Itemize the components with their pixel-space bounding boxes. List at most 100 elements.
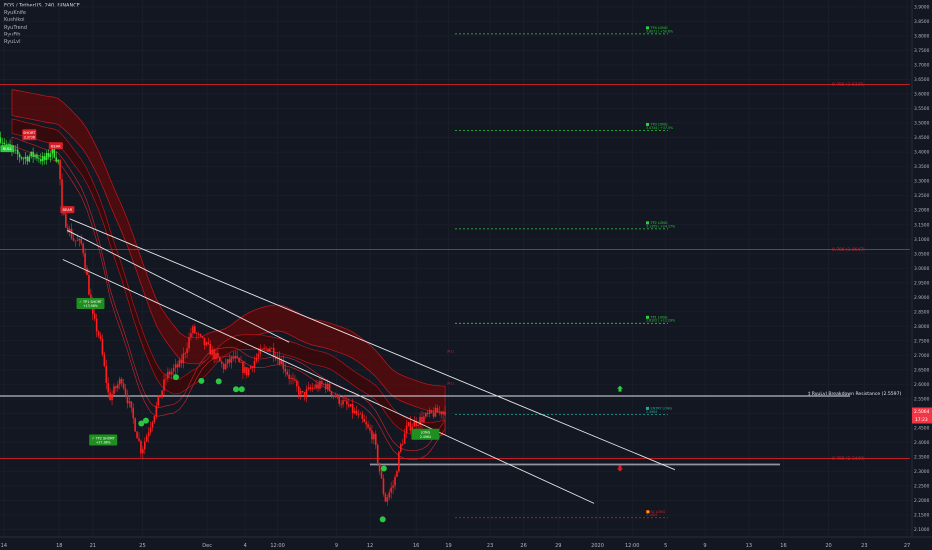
candle-body (294, 379, 296, 381)
candle-body (284, 368, 287, 372)
candle-body (88, 275, 90, 295)
time-axis[interactable]: 14 18 21 25 Dec 4 12:00 9 12 16 19 23 26 29 2020 12:00 5… (0, 536, 932, 549)
candle-body (47, 152, 50, 158)
candle-body (401, 443, 404, 445)
candle-body (59, 159, 61, 180)
candle-body (346, 400, 348, 405)
buy-dot (172, 374, 179, 381)
price-tick-label: 2.7500 (914, 338, 930, 344)
candle-body (369, 427, 371, 431)
trend-lines (62, 218, 676, 504)
candle-body (84, 253, 86, 269)
candle-body (194, 326, 196, 334)
candle-body (219, 357, 221, 362)
candle-body (398, 451, 400, 472)
candle-body (15, 149, 17, 151)
candle-body (78, 238, 81, 241)
time-tick-label: 16 (780, 543, 786, 549)
candle-body (66, 227, 69, 233)
candle-body (247, 368, 250, 376)
candle-body (286, 371, 289, 375)
candle-body (321, 381, 323, 385)
candle-body (117, 384, 119, 389)
candle-body (244, 367, 246, 374)
candle-body (142, 449, 144, 454)
candle-body (405, 425, 408, 434)
buy-dot (238, 386, 245, 393)
candle-body (274, 356, 277, 359)
candle-body (180, 360, 183, 364)
candle-body (442, 411, 444, 415)
signal-text: BEAR (63, 208, 73, 212)
candle-body (272, 348, 275, 357)
candles (0, 131, 446, 506)
ribbon-end-label: (R1) (447, 381, 454, 385)
time-tick-label: 23 (861, 543, 867, 549)
price-tick-label: 3.7000 (914, 63, 930, 69)
candle-body (330, 391, 333, 396)
candle-body (220, 361, 223, 364)
candle-body (140, 440, 142, 454)
candle-body (421, 416, 423, 423)
candle-body (120, 378, 123, 384)
candle-body (57, 159, 59, 162)
candle-body (163, 379, 165, 391)
target-label: TP3 LONG (650, 122, 668, 126)
candle-body (128, 401, 131, 404)
candle-body (444, 411, 446, 416)
buy-dot (198, 377, 205, 384)
time-tick-label: 21 (90, 543, 96, 549)
candle-body (388, 492, 391, 498)
candle-body (348, 404, 350, 407)
price-tick-label: 3.0500 (914, 251, 930, 257)
price-tick-label: 2.9500 (914, 280, 930, 286)
price-tick-label: 2.6500 (914, 367, 930, 373)
candle-body (136, 431, 138, 439)
candle-body (305, 389, 308, 398)
tp-badge-subtext: +27.38% (96, 441, 111, 445)
indicator-ryuknife[interactable]: RyuKnife (4, 10, 27, 17)
candle-body (169, 371, 171, 375)
candle-body (384, 493, 387, 502)
candle-body (228, 359, 231, 363)
candle-body (351, 404, 354, 413)
price-tick-label: 3.6000 (914, 92, 930, 98)
candle-body (311, 387, 314, 389)
candle-body (61, 179, 63, 211)
time-tick-label: 5 (664, 543, 667, 549)
signal-badge (0, 145, 15, 153)
tp-badge-subtext: +13.98% (83, 304, 98, 308)
candle-body (392, 485, 394, 488)
price-axis[interactable]: 3.9000 3.8500 3.8000 3.7500 3.7000 3.6500 3.60… (911, 0, 932, 550)
last-price-label: 2.5064 (914, 409, 930, 415)
ribbon-end-label: (R1) (447, 349, 454, 353)
candle-body (390, 487, 392, 493)
candle-body (49, 153, 52, 158)
candle-body (82, 243, 84, 254)
candle-body (226, 359, 229, 364)
candle-body (53, 145, 56, 158)
fib-levels: 0.786 (3.6325) 0.786 (3.0647) 0.786 (2.344… (0, 26, 910, 519)
candle-body (109, 392, 111, 401)
candle-body (380, 471, 383, 479)
indicator-ryufib[interactable]: RyuFib (4, 31, 21, 38)
candle-body (409, 422, 412, 431)
arrow-down-icon (617, 465, 623, 472)
candle-body (359, 413, 362, 415)
time-tick-label: 27 (904, 543, 910, 549)
target-sublabel: 2.4964 (646, 410, 657, 414)
time-tick-label: Dec (202, 543, 212, 549)
candle-body (374, 433, 377, 445)
price-tick-label: 3.8000 (914, 34, 930, 40)
indicator-kushikoi[interactable]: Kushikoi (4, 17, 25, 24)
candle-body (178, 360, 181, 368)
candle-body (436, 407, 439, 413)
indicator-ryulvl[interactable]: RyuLvl (4, 39, 21, 46)
candle-body (153, 416, 156, 423)
candle-body (174, 364, 177, 369)
indicator-ryutrend[interactable]: RyuTrend (4, 24, 28, 31)
candle-body (296, 380, 298, 387)
candle-body (209, 343, 212, 355)
candle-body (126, 394, 129, 404)
